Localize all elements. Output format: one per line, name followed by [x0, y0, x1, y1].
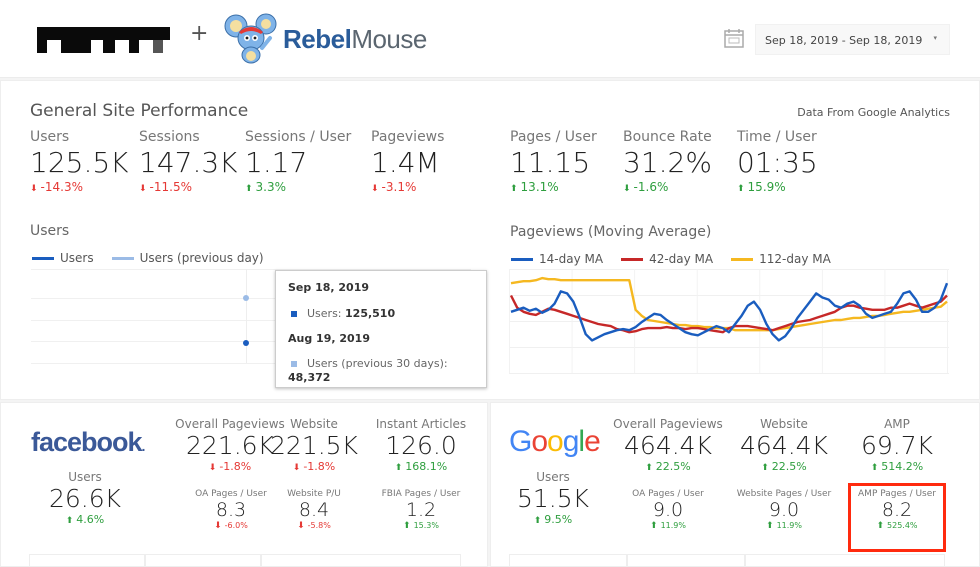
- google-subpanel: [745, 554, 945, 566]
- highlight-box: [848, 483, 946, 552]
- metric-users: Users 125.5K ⬇ -14.3%: [30, 129, 129, 194]
- google-logo-letter: o: [547, 425, 564, 458]
- chevron-down-icon: ▾: [933, 34, 937, 42]
- google-subpanel: [627, 554, 745, 566]
- metric-bounce-rate: Bounce Rate 31.2% ⬇ -1.6%: [623, 129, 712, 194]
- arrow-up-icon: ⬆: [766, 521, 774, 531]
- google-amp-pages-per-user: AMP Pages / User 8.2 ⬆ 525.4%: [858, 489, 936, 531]
- google-logo-letter: g: [562, 425, 580, 458]
- fb-fbia-pages-per-user: FBIA Pages / User 1.2 ⬆ 15.3%: [381, 489, 461, 531]
- general-site-performance-card: General Site Performance Data From Googl…: [0, 80, 980, 400]
- arrow-down-icon: ⬇: [208, 463, 217, 473]
- plus-sign: +: [190, 21, 209, 46]
- fb-instant-articles: Instant Articles 126.0 ⬆ 168.1%: [375, 417, 467, 473]
- facebook-card: facebook. Users 26.6K ⬆ 4.6% Overall Page…: [0, 402, 488, 567]
- fb-subpanel: [145, 554, 261, 566]
- arrow-down-icon: ⬇: [623, 184, 631, 194]
- header: + RebelMouse Sep 18, 2019 - Sep 18, 2019…: [0, 0, 980, 78]
- pageviews-chart-legend: 14-day MA 42-day MA 112-day MA: [511, 252, 831, 266]
- arrow-up-icon: ⬆: [245, 184, 253, 194]
- series-line-14-day-ma: [510, 282, 949, 342]
- google-subpanel: [509, 554, 627, 566]
- metric-sessions-per-user: Sessions / User 1.17 ⬆ 3.3%: [245, 129, 352, 194]
- legend-item-users-previous-day[interactable]: Users (previous day): [111, 251, 264, 265]
- date-range-select[interactable]: Sep 18, 2019 - Sep 18, 2019 ▾: [755, 24, 950, 55]
- metric-pages-per-user: Pages / User 11.15 ⬆ 13.1%: [510, 129, 597, 194]
- facebook-logo: facebook.: [31, 427, 145, 457]
- google-logo-letter: G: [509, 425, 532, 458]
- partner-logo: [37, 27, 170, 53]
- fb-subpanel: [29, 554, 145, 566]
- arrow-up-icon: ⬆: [403, 521, 411, 531]
- fb-website-pu: Website P/U 8.4 ⬇ -5.8%: [287, 489, 341, 531]
- legend-item-users[interactable]: Users: [32, 251, 94, 265]
- metric-pageviews: Pageviews 1.4M ⬇ -3.1%: [371, 129, 445, 194]
- arrow-up-icon: ⬆: [870, 463, 879, 473]
- google-logo-letter: e: [584, 425, 601, 458]
- data-source-note: Data From Google Analytics: [797, 106, 950, 119]
- series-line-42-day-ma: [509, 294, 948, 334]
- series-line-112-day-ma: [510, 276, 948, 332]
- arrow-up-icon: ⬆: [645, 463, 653, 473]
- date-range-value: Sep 18, 2019 - Sep 18, 2019: [765, 34, 923, 47]
- google-website: Website 464.4K ⬆ 22.5%: [740, 417, 828, 473]
- point-users-previous: [243, 295, 249, 301]
- fb-overall-pageviews: Overall Pageviews 221.6K ⬇ -1.8%: [175, 417, 285, 473]
- legend-item-14-day-ma[interactable]: 14-day MA: [511, 252, 603, 266]
- arrow-down-icon: ⬇: [292, 463, 301, 473]
- google-oa-pages-per-user: OA Pages / User 9.0 ⬆ 11.9%: [632, 489, 704, 531]
- rebelmouse-mascot-icon: [224, 13, 277, 64]
- pageviews-chart-title: Pageviews (Moving Average): [510, 224, 712, 240]
- google-logo-letter: l: [578, 425, 585, 458]
- google-logo: Google: [509, 425, 601, 459]
- calendar-icon[interactable]: [724, 28, 744, 48]
- google-amp: AMP 69.7K ⬆ 514.2%: [860, 417, 934, 473]
- legend-item-42-day-ma[interactable]: 42-day MA: [621, 252, 713, 266]
- pageviews-ma-chart: [509, 269, 949, 374]
- google-logo-letter: o: [531, 425, 548, 458]
- arrow-up-icon: ⬆: [394, 463, 403, 473]
- legend-item-112-day-ma[interactable]: 112-day MA: [731, 252, 831, 266]
- arrow-down-icon: ⬇: [139, 184, 147, 194]
- fb-oa-pages-per-user: OA Pages / User 8.3 ⬇ -6.0%: [195, 489, 267, 531]
- fb-users: Users 26.6K ⬆ 4.6%: [48, 470, 122, 526]
- users-chart-tooltip: Sep 18, 2019 Users: 125,510 Aug 19, 2019…: [275, 270, 487, 388]
- arrow-down-icon: ⬇: [297, 521, 305, 531]
- google-card: Google Users 51.5K ⬆ 9.5% Overall Pagevie…: [490, 402, 980, 567]
- arrow-up-icon: ⬆: [761, 463, 769, 473]
- google-users: Users 51.5K ⬆ 9.5%: [516, 470, 590, 526]
- google-overall-pageviews: Overall Pageviews 464.4K ⬆ 22.5%: [613, 417, 723, 473]
- point-users: [243, 340, 249, 346]
- arrow-down-icon: ⬇: [371, 184, 379, 194]
- users-chart-legend: Users Users (previous day): [32, 251, 264, 265]
- rebelmouse-wordmark: RebelMouse: [283, 24, 427, 54]
- metric-sessions: Sessions 147.3K ⬇ -11.5%: [139, 129, 238, 194]
- fb-website: Website 221.5K ⬇ -1.8%: [270, 417, 358, 473]
- google-website-pages-per-user: Website Pages / User 9.0 ⬆ 11.9%: [736, 489, 832, 531]
- arrow-up-icon: ⬆: [876, 521, 885, 531]
- arrow-up-icon: ⬆: [737, 184, 745, 194]
- metric-time-per-user: Time / User 01:35 ⬆ 15.9%: [737, 129, 818, 194]
- arrow-up-icon: ⬆: [510, 184, 518, 194]
- arrow-up-icon: ⬆: [65, 516, 74, 526]
- arrow-down-icon: ⬇: [214, 521, 222, 531]
- section-title: General Site Performance: [30, 101, 249, 121]
- users-chart-title: Users: [30, 223, 70, 239]
- arrow-up-icon: ⬆: [533, 516, 542, 526]
- arrow-up-icon: ⬆: [650, 521, 658, 531]
- arrow-down-icon: ⬇: [30, 184, 38, 194]
- fb-subpanel: [261, 554, 461, 566]
